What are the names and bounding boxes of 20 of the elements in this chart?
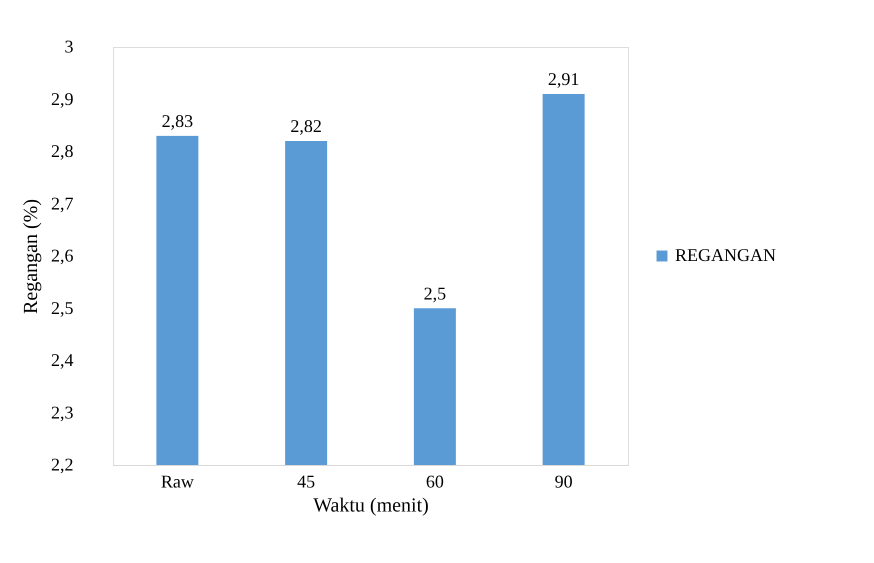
y-tick-label: 2,9 xyxy=(51,88,74,109)
data-label: 2,83 xyxy=(162,110,194,131)
data-label: 2,91 xyxy=(548,69,580,90)
y-tick-label: 2,5 xyxy=(51,298,74,318)
x-tick-label: 45 xyxy=(297,472,316,492)
y-tick-label: 3 xyxy=(64,36,74,56)
x-axis-title: Waktu (menit) xyxy=(313,494,429,516)
y-tick-label: 2,8 xyxy=(51,141,74,161)
data-label: 2,82 xyxy=(290,116,322,136)
legend-label: REGANGAN xyxy=(675,245,776,265)
y-tick-label: 2,2 xyxy=(51,454,74,474)
y-tick-label: 2,4 xyxy=(51,350,74,370)
y-tick-label: 2,6 xyxy=(51,246,74,266)
x-tick-label: 90 xyxy=(554,472,573,492)
x-tick-label: Raw xyxy=(160,472,194,492)
y-tick-label: 2,7 xyxy=(51,193,74,214)
y-axis-title: Regangan (%) xyxy=(20,199,42,314)
x-tick-label: 60 xyxy=(426,472,444,492)
data-label: 2,5 xyxy=(424,283,446,304)
y-tick-label: 2,3 xyxy=(51,402,74,422)
